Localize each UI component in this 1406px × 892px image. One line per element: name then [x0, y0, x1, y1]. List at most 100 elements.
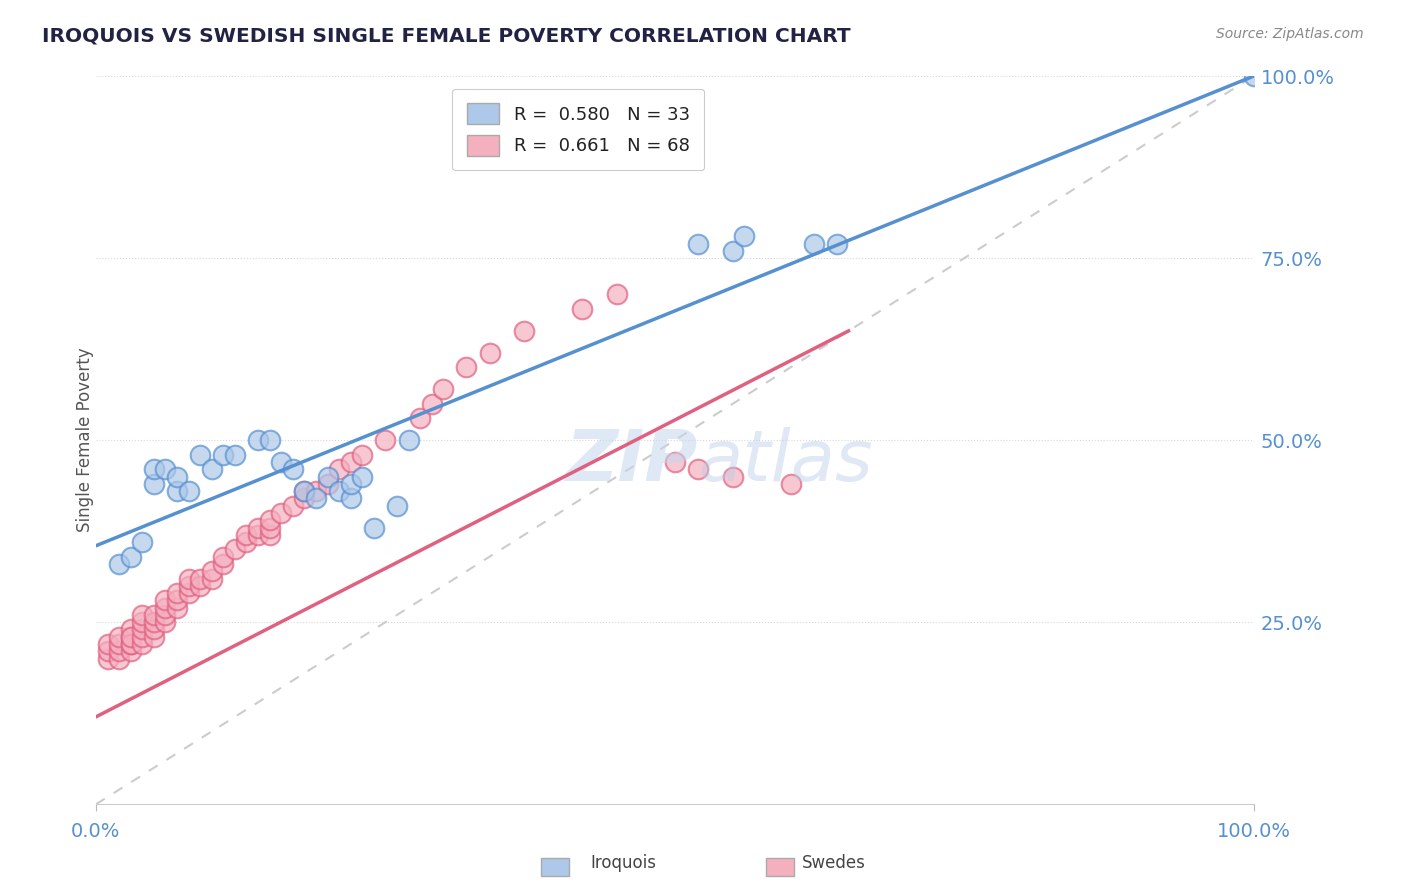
- Point: [686, 236, 709, 251]
- Point: [166, 586, 188, 600]
- Point: [120, 549, 142, 564]
- Point: [825, 236, 848, 251]
- Point: [721, 469, 744, 483]
- Point: [166, 484, 188, 499]
- Point: [131, 535, 153, 549]
- Point: [247, 433, 270, 447]
- Point: [803, 236, 825, 251]
- Point: [432, 382, 454, 396]
- Point: [108, 644, 131, 658]
- Point: [142, 476, 165, 491]
- Point: [155, 462, 177, 476]
- Point: [201, 572, 224, 586]
- Point: [120, 623, 142, 637]
- Point: [259, 528, 281, 542]
- Point: [292, 491, 315, 506]
- Point: [374, 433, 396, 447]
- Point: [352, 448, 374, 462]
- Point: [131, 623, 153, 637]
- Point: [235, 528, 257, 542]
- Point: [120, 637, 142, 651]
- Point: [247, 528, 270, 542]
- Point: [120, 630, 142, 644]
- Point: [259, 433, 281, 447]
- Point: [108, 637, 131, 651]
- Point: [686, 462, 709, 476]
- Text: Iroquois: Iroquois: [591, 855, 657, 872]
- Point: [305, 484, 328, 499]
- Point: [155, 593, 177, 607]
- Point: [270, 455, 292, 469]
- Point: [108, 651, 131, 665]
- Point: [188, 448, 211, 462]
- Point: [142, 462, 165, 476]
- Point: [142, 630, 165, 644]
- Point: [339, 476, 361, 491]
- Point: [131, 637, 153, 651]
- Point: [420, 397, 443, 411]
- Point: [212, 549, 235, 564]
- Point: [339, 491, 361, 506]
- Point: [316, 469, 339, 483]
- Text: IROQUOIS VS SWEDISH SINGLE FEMALE POVERTY CORRELATION CHART: IROQUOIS VS SWEDISH SINGLE FEMALE POVERT…: [42, 27, 851, 45]
- Point: [108, 557, 131, 571]
- Point: [177, 484, 200, 499]
- Point: [305, 491, 328, 506]
- Point: [385, 499, 408, 513]
- Point: [131, 615, 153, 630]
- Point: [224, 542, 246, 557]
- Point: [779, 476, 801, 491]
- Point: [142, 607, 165, 622]
- Point: [96, 651, 118, 665]
- Point: [108, 630, 131, 644]
- Text: ZIP: ZIP: [565, 427, 697, 497]
- Point: [212, 557, 235, 571]
- Point: [409, 411, 432, 425]
- Point: [270, 506, 292, 520]
- Point: [96, 644, 118, 658]
- Y-axis label: Single Female Poverty: Single Female Poverty: [76, 348, 94, 533]
- Point: [352, 469, 374, 483]
- Point: [142, 615, 165, 630]
- Point: [363, 520, 385, 534]
- Point: [166, 469, 188, 483]
- Point: [664, 455, 686, 469]
- Point: [120, 630, 142, 644]
- Point: [177, 586, 200, 600]
- Point: [155, 615, 177, 630]
- Point: [166, 600, 188, 615]
- Point: [339, 455, 361, 469]
- Point: [259, 520, 281, 534]
- Point: [201, 462, 224, 476]
- Text: Swedes: Swedes: [801, 855, 865, 872]
- Text: atlas: atlas: [697, 427, 873, 497]
- Point: [188, 579, 211, 593]
- Point: [606, 287, 628, 301]
- Point: [201, 564, 224, 578]
- Point: [224, 448, 246, 462]
- Point: [292, 484, 315, 499]
- Point: [281, 462, 304, 476]
- Point: [142, 623, 165, 637]
- Point: [398, 433, 420, 447]
- Point: [177, 572, 200, 586]
- Point: [328, 484, 350, 499]
- Point: [328, 462, 350, 476]
- Point: [155, 600, 177, 615]
- Point: [155, 607, 177, 622]
- Point: [177, 579, 200, 593]
- Point: [281, 499, 304, 513]
- Point: [733, 229, 755, 244]
- Text: Source: ZipAtlas.com: Source: ZipAtlas.com: [1216, 27, 1364, 41]
- Point: [513, 324, 536, 338]
- Point: [235, 535, 257, 549]
- Point: [188, 572, 211, 586]
- Point: [166, 593, 188, 607]
- Point: [131, 607, 153, 622]
- Point: [316, 476, 339, 491]
- Point: [96, 637, 118, 651]
- Point: [212, 448, 235, 462]
- Point: [120, 644, 142, 658]
- Point: [571, 301, 593, 316]
- Point: [478, 345, 501, 359]
